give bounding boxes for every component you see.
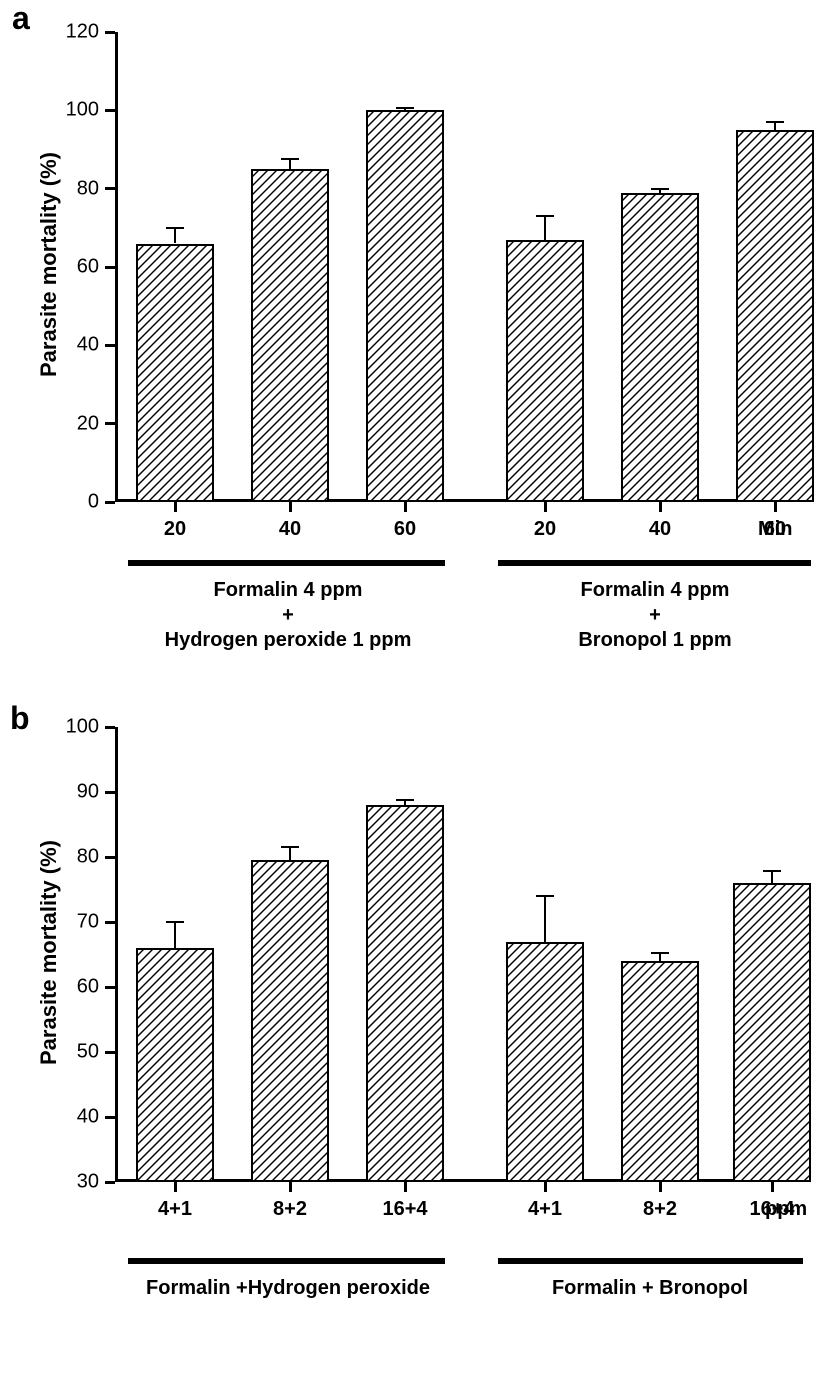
x-tick-label: 40 xyxy=(649,518,671,541)
x-tick-label: 4+1 xyxy=(158,1198,192,1221)
x-tick-label: 8+2 xyxy=(273,1198,307,1221)
y-tick-label: 0 xyxy=(55,491,99,514)
x-tick-label: 60 xyxy=(394,518,416,541)
y-tick-label: 100 xyxy=(55,716,99,739)
x-tick-label: 4+1 xyxy=(528,1198,562,1221)
x-unit-label: ppm xyxy=(765,1198,807,1221)
panel-label: a xyxy=(12,0,30,37)
x-tick-label: 20 xyxy=(534,518,556,541)
panel-label: b xyxy=(10,700,30,737)
x-tick-label: 40 xyxy=(279,518,301,541)
group-label: Formalin + Bronopol xyxy=(552,1276,748,1301)
y-tick-label: 40 xyxy=(55,1106,99,1129)
x-tick-label: 20 xyxy=(164,518,186,541)
group-label: Formalin 4 ppm+Bronopol 1 ppm xyxy=(578,578,731,653)
y-tick-label: 20 xyxy=(55,412,99,435)
y-tick-label: 120 xyxy=(55,21,99,44)
x-unit-label: Min xyxy=(758,518,792,541)
y-tick-label: 90 xyxy=(55,781,99,804)
x-tick-label: 8+2 xyxy=(643,1198,677,1221)
y-axis-label: Parasite mortality (%) xyxy=(36,152,62,377)
group-label: Formalin +Hydrogen peroxide xyxy=(146,1276,430,1301)
group-label: Formalin 4 ppm+Hydrogen peroxide 1 ppm xyxy=(165,578,412,653)
y-tick-label: 30 xyxy=(55,1171,99,1194)
x-tick-label: 16+4 xyxy=(382,1198,427,1221)
y-tick-label: 100 xyxy=(55,99,99,122)
y-axis-label: Parasite mortality (%) xyxy=(36,840,62,1065)
